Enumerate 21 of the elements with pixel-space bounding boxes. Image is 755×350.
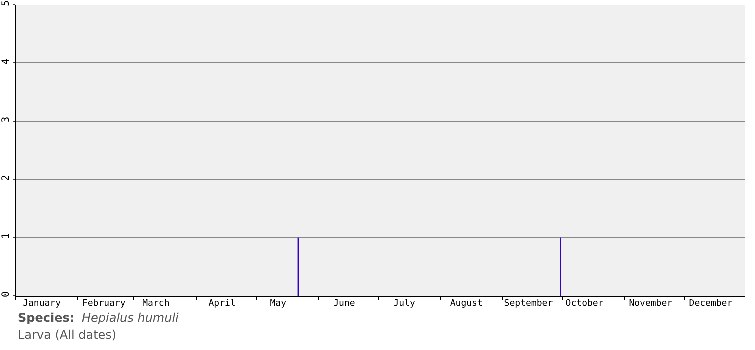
x-tick-label: August [450, 299, 483, 309]
x-tick-label: February [82, 299, 126, 309]
text: Hepialus humuli [82, 311, 180, 325]
x-tick-label: December [689, 299, 734, 309]
x-tick-label: May [270, 299, 288, 309]
y-tick-label: 0 [1, 291, 12, 298]
x-tick-label: January [23, 299, 62, 309]
x-tick-label: September [504, 299, 554, 309]
x-tick-label: November [629, 299, 674, 309]
x-tick-label: April [208, 299, 236, 309]
y-tick-label: 3 [1, 116, 12, 123]
y-tick-label: 2 [1, 175, 12, 182]
x-tick-label: July [394, 299, 416, 309]
x-tick-label: October [566, 299, 604, 309]
text: Larva (All dates) [18, 328, 117, 342]
text: Species: [18, 311, 75, 325]
x-tick-label: June [334, 299, 356, 309]
y-tick-label: 4 [1, 58, 12, 65]
x-tick-label: March [142, 299, 170, 309]
y-tick-label: 5 [1, 0, 12, 7]
y-tick-label: 1 [1, 233, 12, 240]
